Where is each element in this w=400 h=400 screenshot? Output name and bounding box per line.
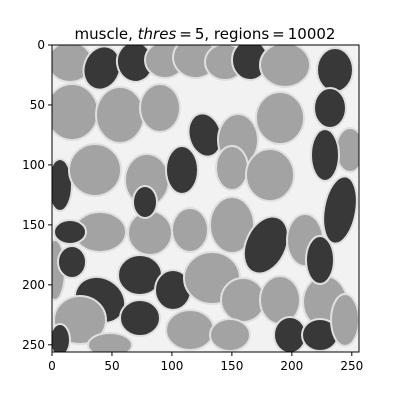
light-fiber [335,127,359,173]
dark-fiber [52,323,71,352]
x-tick-label: 200 [280,359,303,373]
light-fiber [215,145,249,191]
dark-fiber [53,219,87,245]
dark-fiber [82,45,122,91]
y-tick-label: 50 [30,98,45,112]
y-tick-label: 150 [22,218,45,232]
light-fiber [209,318,251,352]
y-tick-label: 250 [22,338,45,352]
x-tick-label: 250 [340,359,363,373]
dark-fiber [119,299,161,337]
dark-fiber [305,235,335,285]
light-fiber [95,86,145,144]
light-fiber [52,83,99,141]
dark-fiber [316,47,354,93]
light-fiber [259,45,311,88]
light-fiber [255,91,305,145]
y-tick-label: 200 [22,278,45,292]
light-fiber [87,332,133,352]
y-tick-label: 100 [22,158,45,172]
chart-title: muscle, thres = 5, regions = 10002 [75,25,336,43]
dark-fiber [242,215,290,275]
x-tick-label: 0 [48,359,56,373]
x-tick-label: 150 [220,359,243,373]
x-tick-label: 50 [104,359,119,373]
x-tick-label: 100 [160,359,183,373]
x-axis-ticks: 0 50 100 150 200 250 [48,352,363,373]
y-axis-ticks: 0 50 100 150 200 250 [22,38,52,352]
muscle-fiber-image [52,45,359,352]
y-tick-label: 0 [37,38,45,52]
axes-frame [51,44,360,353]
dark-fiber [322,175,358,245]
dark-fiber [310,128,340,182]
light-fiber [220,277,266,323]
fiber-group [52,45,359,352]
dark-fiber [165,145,199,195]
dark-fiber [313,87,347,129]
light-fiber [165,309,215,351]
light-fiber [245,148,295,202]
dark-fiber [52,158,73,212]
light-fiber [68,143,122,197]
light-fiber [139,83,181,133]
light-fiber [171,207,209,253]
light-fiber [330,293,359,347]
dark-fiber [132,185,158,219]
light-fiber [209,196,255,254]
dark-fiber [57,245,87,279]
